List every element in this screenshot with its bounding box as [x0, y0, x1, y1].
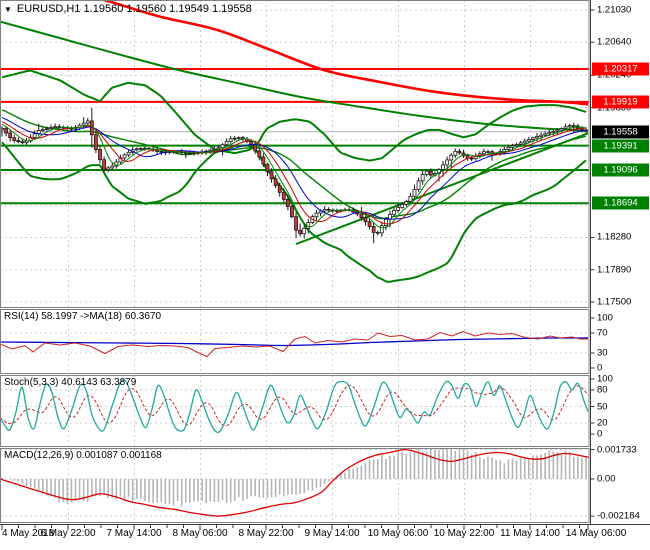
- rsi-pane[interactable]: [0, 309, 589, 374]
- axis-ticks: [1, 9, 595, 530]
- stochastic-pane[interactable]: [0, 375, 589, 447]
- trendline: [295, 132, 589, 246]
- fast-ma-blue-line: [1, 116, 587, 220]
- fast-ma-red-line: [1, 121, 587, 225]
- fast-ma-green-line: [1, 123, 587, 229]
- macd-histogram: [1, 448, 587, 507]
- rsi-ma-line: [0, 337, 589, 347]
- rsi-line: [0, 330, 588, 358]
- ma-slow-red-line: [103, 0, 589, 106]
- ma-slow-green-line: [0, 20, 589, 132]
- main-grid: [0, 0, 589, 308]
- fast-moving-averages: [1, 116, 587, 229]
- stoch-k-line: [0, 379, 589, 434]
- macd-signal-line: [0, 448, 589, 517]
- bollinger-lower-line: [1, 141, 587, 283]
- macd-pane[interactable]: [0, 443, 590, 523]
- stoch-d-line: [0, 384, 589, 427]
- slow-moving-averages: [0, 0, 589, 246]
- pane-borders: [0, 0, 650, 525]
